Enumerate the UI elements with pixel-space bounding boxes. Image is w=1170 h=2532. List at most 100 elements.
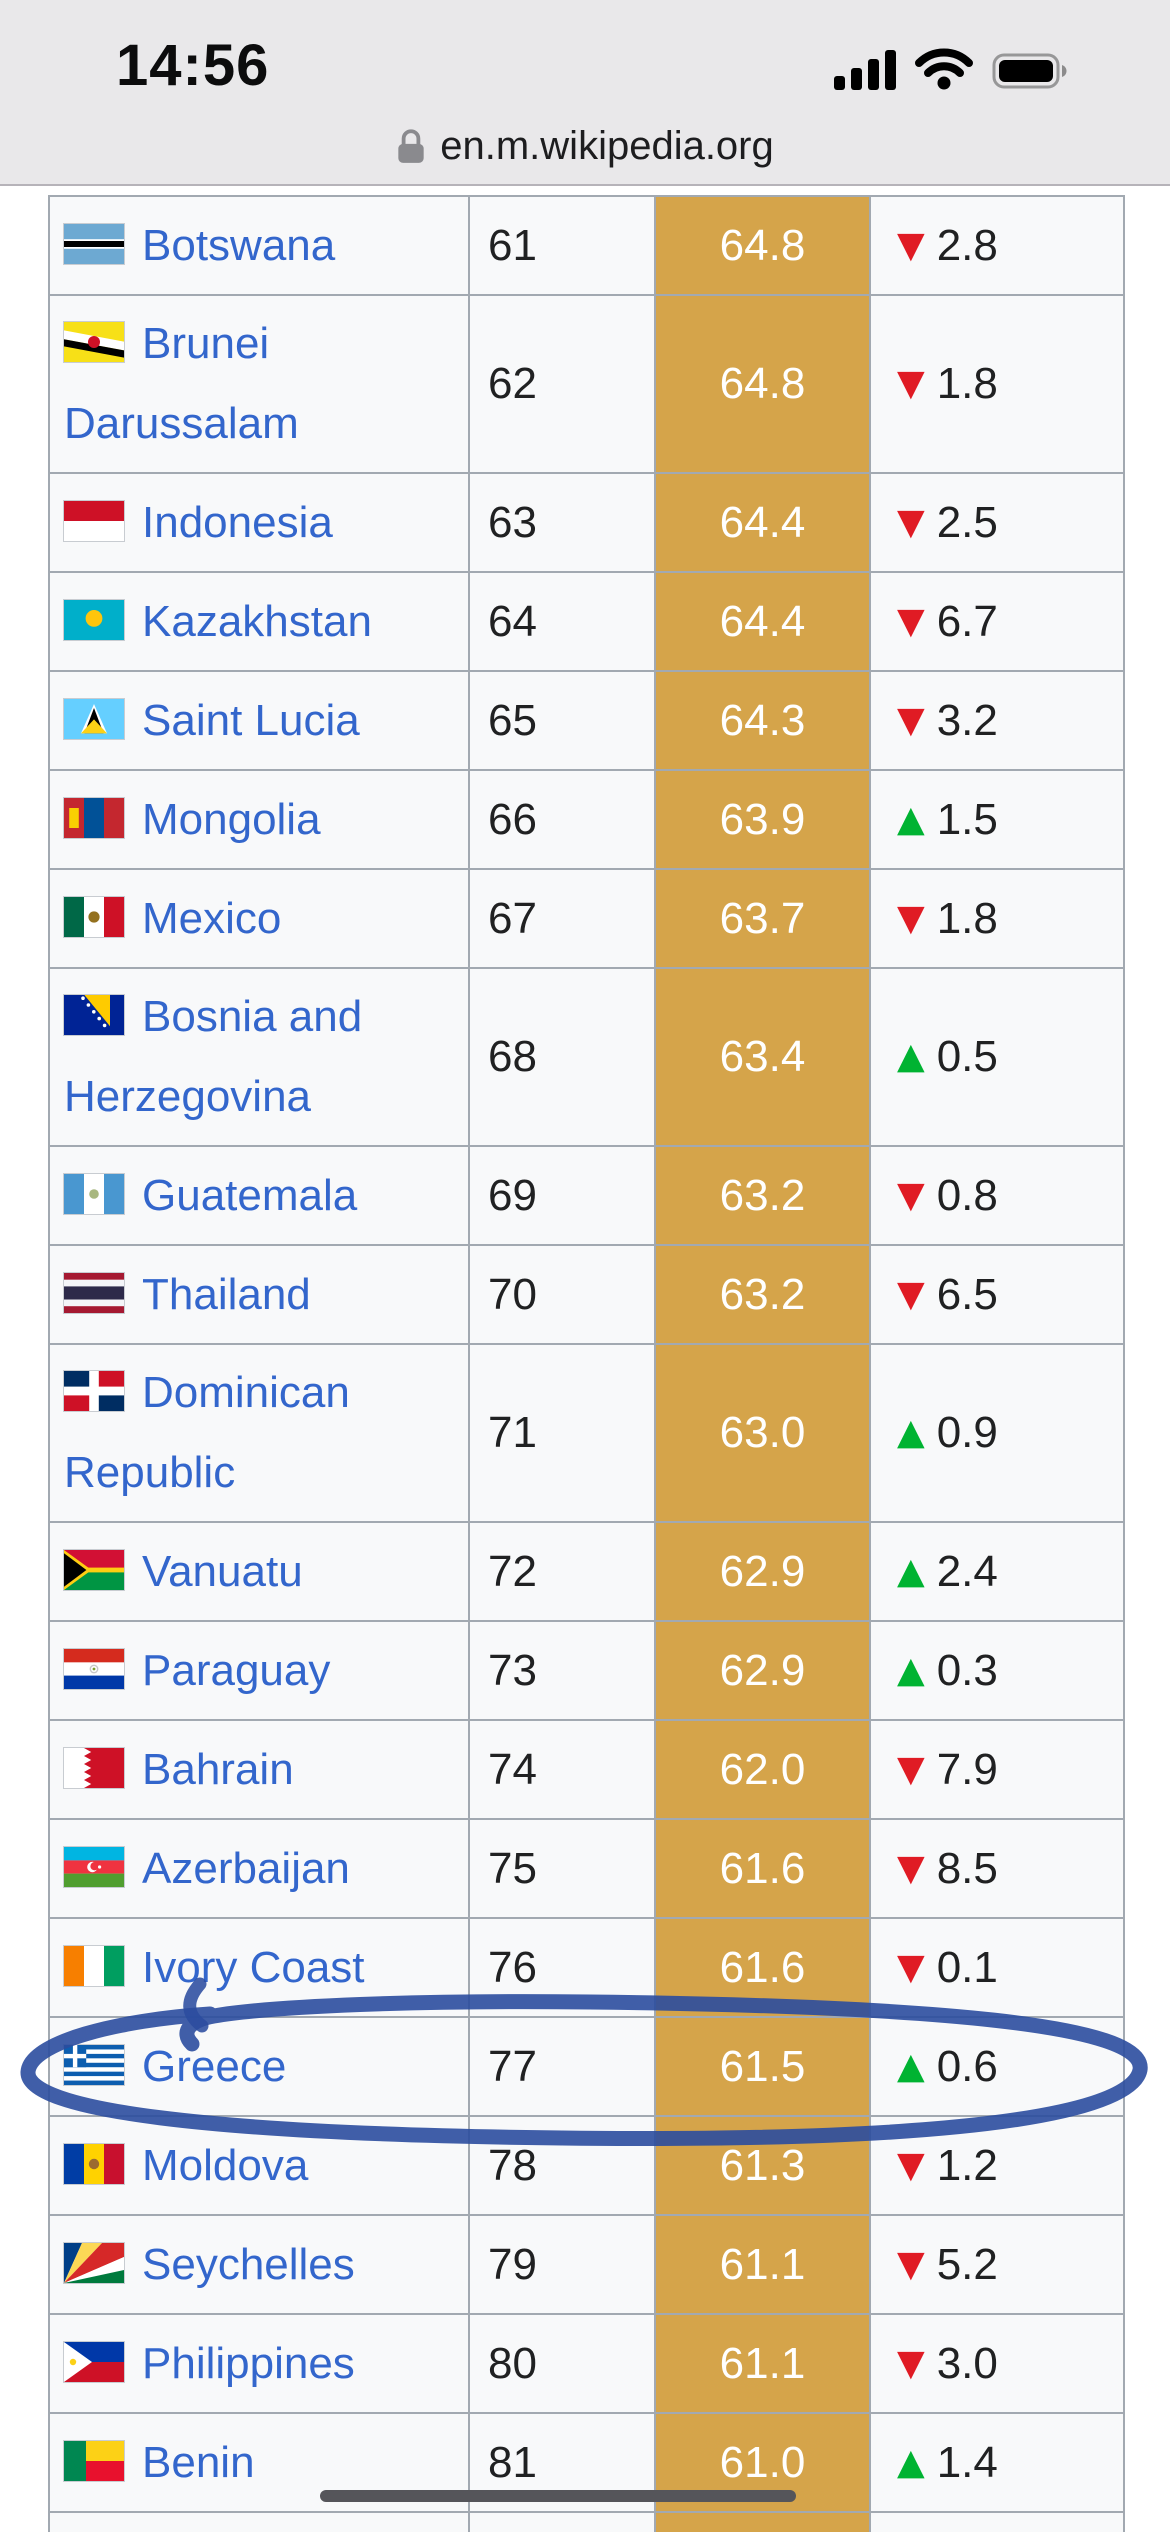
country-link[interactable]: Thailand xyxy=(142,1269,311,1319)
country-cell: Ivory Coast xyxy=(50,1919,470,2016)
trend-arrow-icon: ▼ xyxy=(897,1273,925,1315)
saint-lucia-flag-icon[interactable] xyxy=(64,698,124,739)
country-link[interactable]: Kazakhstan xyxy=(142,596,372,646)
bahrain-flag-icon[interactable] xyxy=(64,1747,124,1788)
botswana-flag-icon[interactable] xyxy=(64,223,124,264)
country-link[interactable]: Philippines xyxy=(142,2338,355,2388)
rank-cell: 71 xyxy=(470,1345,656,1521)
country-cell: Botswana xyxy=(50,197,470,294)
seychelles-flag-icon[interactable] xyxy=(64,2242,124,2283)
cellular-signal-icon xyxy=(834,50,896,90)
benin-flag-icon[interactable] xyxy=(64,2440,124,2481)
country-link[interactable]: Saint Lucia xyxy=(142,695,360,745)
country-link[interactable]: Ivory Coast xyxy=(142,1942,365,1992)
philippines-flag-icon[interactable] xyxy=(64,2341,124,2382)
country-link[interactable]: Paraguay xyxy=(142,1645,331,1695)
rank-cell: 74 xyxy=(470,1721,656,1818)
trend-arrow-icon: ▲ xyxy=(897,2441,925,2483)
trend-arrow-icon: ▲ xyxy=(897,1412,925,1453)
country-cell: Greece xyxy=(50,2018,470,2115)
indonesia-flag-icon[interactable] xyxy=(64,500,124,541)
rank-cell: 78 xyxy=(470,2117,656,2214)
vanuatu-flag-icon[interactable] xyxy=(64,1549,124,1590)
change-value: 3.2 xyxy=(936,695,998,745)
country-cell: Benin xyxy=(50,2414,470,2511)
country-cell: Mongolia xyxy=(50,771,470,868)
mongolia-flag-icon[interactable] xyxy=(64,797,124,838)
score-cell: 62.9 xyxy=(656,1523,871,1620)
change-value: 1.8 xyxy=(936,359,998,408)
change-cell: ▲ 0.3 xyxy=(871,1622,1123,1719)
horizontal-scrollbar-thumb[interactable] xyxy=(320,2490,796,2502)
table-row-kazakhstan: Kazakhstan 64 64.4 ▼ 6.7 xyxy=(50,573,1123,672)
country-link[interactable]: Moldova xyxy=(142,2140,309,2190)
country-link[interactable]: Guatemala xyxy=(142,1170,358,1220)
mexico-flag-icon[interactable] xyxy=(64,896,124,937)
change-value: 1.4 xyxy=(936,2437,998,2487)
table-row-benin: Benin 81 61.0 ▲ 1.4 xyxy=(50,2414,1123,2513)
trend-arrow-icon: ▼ xyxy=(897,2144,925,2186)
rank-cell: 70 xyxy=(470,1246,656,1343)
country-link[interactable]: Azerbaijan xyxy=(142,1843,350,1893)
change-cell: ▼ 6.5 xyxy=(871,1246,1123,1343)
change-value: 0.8 xyxy=(936,1170,998,1220)
country-link[interactable]: Dominican Republic xyxy=(64,1368,350,1497)
country-link[interactable]: Brunei Darussalam xyxy=(64,319,299,448)
brunei-flag-icon[interactable] xyxy=(64,322,124,362)
country-cell: Vanuatu xyxy=(50,1523,470,1620)
country-link[interactable]: Indonesia xyxy=(142,497,333,547)
dominican-republic-flag-icon[interactable] xyxy=(64,1371,124,1411)
change-cell: ▼ 1.8 xyxy=(871,870,1123,967)
score-cell: 64.8 xyxy=(656,197,871,294)
change-cell: ▼ 7.9 xyxy=(871,1721,1123,1818)
moldova-flag-icon[interactable] xyxy=(64,2143,124,2184)
table-row-mongolia: Mongolia 66 63.9 ▲ 1.5 xyxy=(50,771,1123,870)
score-cell: 62.0 xyxy=(656,1721,871,1818)
country-link[interactable]: Mongolia xyxy=(142,794,321,844)
country-link[interactable]: Seychelles xyxy=(142,2239,355,2289)
change-value: 8.5 xyxy=(936,1843,998,1893)
lock-icon xyxy=(398,129,424,163)
table-row-bahrain: Bahrain 74 62.0 ▼ 7.9 xyxy=(50,1721,1123,1820)
country-link[interactable]: Botswana xyxy=(142,220,336,270)
greece-flag-icon[interactable] xyxy=(64,2044,124,2085)
change-cell: ▼ 3.2 xyxy=(871,672,1123,769)
score-cell: 64.4 xyxy=(656,474,871,571)
azerbaijan-flag-icon[interactable] xyxy=(64,1846,124,1887)
table-row-philippines: Philippines 80 61.1 ▼ 3.0 xyxy=(50,2315,1123,2414)
paraguay-flag-icon[interactable] xyxy=(64,1648,124,1689)
trend-arrow-icon: ▼ xyxy=(897,699,925,741)
country-link[interactable]: Greece xyxy=(142,2041,287,2091)
change-value: 3.0 xyxy=(936,2338,998,2388)
trend-arrow-icon: ▼ xyxy=(897,1847,925,1889)
country-link[interactable]: Benin xyxy=(142,2437,255,2487)
rank-cell: 67 xyxy=(470,870,656,967)
table-row-greece: Greece 77 61.5 ▲ 0.6 xyxy=(50,2018,1123,2117)
kazakhstan-flag-icon[interactable] xyxy=(64,599,124,640)
country-link[interactable]: Bosnia and Herzegovina xyxy=(64,992,363,1121)
country-link[interactable]: Bahrain xyxy=(142,1744,294,1794)
rank-cell: 80 xyxy=(470,2315,656,2412)
bosnia-herzegovina-flag-icon[interactable] xyxy=(64,995,124,1035)
rank-cell: 61 xyxy=(470,197,656,294)
rank-cell: 64 xyxy=(470,573,656,670)
ivory-coast-flag-icon[interactable] xyxy=(64,1945,124,1986)
score-cell: 63.2 xyxy=(656,1246,871,1343)
change-value: 2.5 xyxy=(936,497,998,547)
trend-arrow-icon: ▲ xyxy=(897,1550,925,1592)
address-bar[interactable]: en.m.wikipedia.org xyxy=(0,112,1170,180)
country-link[interactable]: Mexico xyxy=(142,893,282,943)
trend-arrow-icon: ▼ xyxy=(897,1946,925,1988)
table-row-dominican-republic: Dominican Republic 71 63.0 ▲ 0.9 xyxy=(50,1345,1123,1523)
guatemala-flag-icon[interactable] xyxy=(64,1173,124,1214)
change-cell: ▼ 1.2 xyxy=(871,2117,1123,2214)
thailand-flag-icon[interactable] xyxy=(64,1272,124,1313)
change-cell: ▼ 0.1 xyxy=(871,1919,1123,2016)
change-value: 0.5 xyxy=(936,1032,998,1081)
change-cell: ▼ 3.0 xyxy=(871,2315,1123,2412)
score-cell: 63.2 xyxy=(656,1147,871,1244)
table-row-mexico: Mexico 67 63.7 ▼ 1.8 xyxy=(50,870,1123,969)
country-link[interactable]: Vanuatu xyxy=(142,1546,303,1596)
country-cell: Paraguay xyxy=(50,1622,470,1719)
